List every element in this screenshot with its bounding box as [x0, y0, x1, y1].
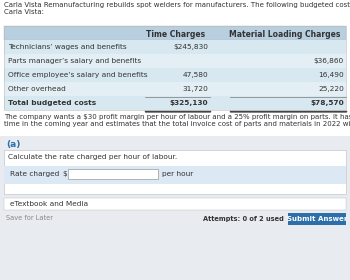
Bar — [4, 96, 346, 110]
Text: eTextbook and Media: eTextbook and Media — [10, 201, 88, 207]
Text: $78,570: $78,570 — [310, 100, 344, 106]
Bar — [4, 150, 346, 194]
Text: The company wants a $30 profit margin per hour of labour and a 25% profit margin: The company wants a $30 profit margin pe… — [4, 114, 350, 127]
Bar — [4, 26, 346, 40]
Text: 25,220: 25,220 — [318, 86, 344, 92]
Text: Submit Answer: Submit Answer — [287, 216, 347, 222]
Text: Total budgeted costs: Total budgeted costs — [8, 100, 96, 106]
Text: (a): (a) — [6, 140, 20, 149]
Text: Other overhead: Other overhead — [8, 86, 66, 92]
Bar — [4, 68, 346, 82]
Bar — [288, 213, 346, 225]
Text: Technicians’ wages and benefits: Technicians’ wages and benefits — [8, 44, 127, 50]
Text: 16,490: 16,490 — [318, 72, 344, 78]
Text: $36,860: $36,860 — [314, 58, 344, 64]
Text: $245,830: $245,830 — [173, 44, 208, 50]
Bar — [4, 198, 346, 210]
Text: Office employee’s salary and benefits: Office employee’s salary and benefits — [8, 72, 147, 78]
Text: 47,580: 47,580 — [182, 72, 208, 78]
Text: $325,130: $325,130 — [169, 100, 208, 106]
Text: Parts manager’s salary and benefits: Parts manager’s salary and benefits — [8, 58, 141, 64]
Bar — [0, 136, 350, 280]
Text: per hour: per hour — [162, 171, 193, 177]
Bar — [4, 26, 346, 110]
Text: Calculate the rate charged per hour of labour.: Calculate the rate charged per hour of l… — [8, 154, 177, 160]
Text: Rate charged: Rate charged — [10, 171, 59, 177]
Text: Attempts: 0 of 2 used: Attempts: 0 of 2 used — [203, 216, 284, 222]
Text: Carla Vista Remanufacturing rebuilds spot welders for manufacturers. The followi: Carla Vista Remanufacturing rebuilds spo… — [4, 2, 350, 15]
Bar — [4, 40, 346, 54]
Text: $: $ — [62, 171, 66, 177]
Text: Save for Later: Save for Later — [6, 215, 53, 221]
Text: Time Charges: Time Charges — [146, 30, 205, 39]
Bar — [4, 82, 346, 96]
Bar — [68, 169, 158, 179]
Text: Material Loading Charges: Material Loading Charges — [229, 30, 341, 39]
Text: 31,720: 31,720 — [182, 86, 208, 92]
Bar — [4, 166, 346, 184]
Bar — [4, 54, 346, 68]
